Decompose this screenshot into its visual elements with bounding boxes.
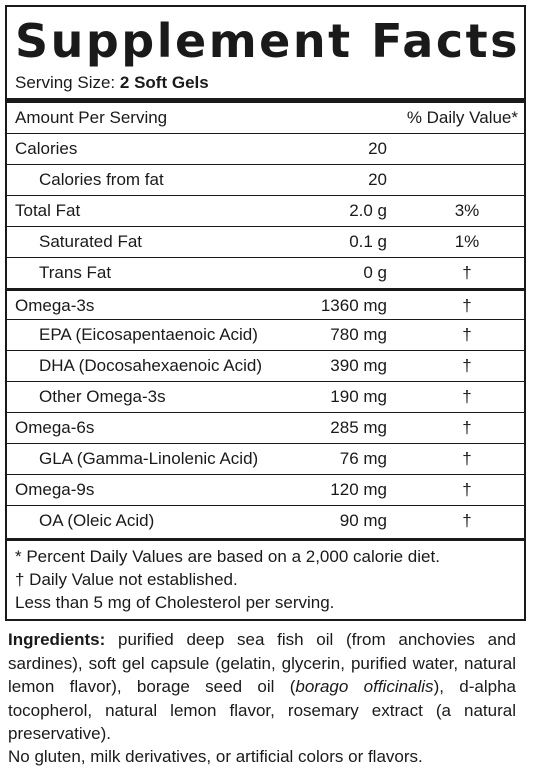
nutrient-name: Calories from fat bbox=[39, 170, 164, 189]
divider bbox=[7, 538, 524, 541]
nutrient-name: GLA (Gamma-Linolenic Acid) bbox=[39, 449, 259, 468]
dv-header: % Daily Value* bbox=[406, 108, 518, 127]
nutrient-amount: 780 mg bbox=[330, 325, 387, 344]
nutrient-row: Saturated Fat 0.1 g 1% bbox=[7, 226, 524, 257]
nutrient-amount: 120 mg bbox=[330, 480, 387, 499]
nutrient-row: Trans Fat 0 g † bbox=[7, 257, 524, 288]
footnote: Less than 5 mg of Cholesterol per servin… bbox=[15, 593, 335, 612]
daily-value: † bbox=[462, 449, 472, 468]
nutrient-row: Total Fat 2.0 g 3% bbox=[7, 195, 524, 226]
footnote: * Percent Daily Values are based on a 2,… bbox=[15, 547, 440, 566]
ingredients-text: purified deep sea fish oil (from anchovi… bbox=[8, 630, 516, 696]
nutrient-amount: 285 mg bbox=[330, 418, 387, 437]
amount-header: Amount Per Serving bbox=[15, 108, 168, 127]
serving-value: 2 Soft Gels bbox=[119, 73, 209, 92]
facts-panel: Supplement Facts Serving Size: 2 Soft Ge… bbox=[5, 5, 526, 621]
daily-value: † bbox=[462, 263, 472, 282]
serving-size: Serving Size: 2 Soft Gels bbox=[15, 72, 209, 94]
nutrient-name: Trans Fat bbox=[39, 263, 112, 282]
nutrient-amount: 20 bbox=[368, 139, 387, 158]
nutrient-name: Other Omega-3s bbox=[39, 387, 166, 406]
nutrient-amount: 90 mg bbox=[339, 511, 387, 530]
serving-label: Serving Size: bbox=[15, 73, 116, 92]
nutrient-row: Omega-3s 1360 mg † bbox=[7, 288, 524, 319]
ingredients-text: ), d-alpha tocopherol, natural lemon fla… bbox=[8, 677, 516, 743]
nutrient-amount: 390 mg bbox=[330, 356, 387, 375]
nutrient-row: Omega-9s 120 mg † bbox=[7, 474, 524, 505]
ingredients-label: Ingredients: bbox=[8, 630, 106, 649]
nutrient-name: Calories bbox=[15, 139, 78, 158]
nutrient-row: OA (Oleic Acid) 90 mg † bbox=[7, 505, 524, 536]
nutrient-row: Calories from fat 20 bbox=[7, 164, 524, 195]
nutrient-amount: 76 mg bbox=[339, 449, 387, 468]
daily-value: † bbox=[462, 387, 472, 406]
table-header: Amount Per Serving % Daily Value* bbox=[7, 103, 524, 133]
daily-value: † bbox=[462, 356, 472, 375]
nutrient-row: GLA (Gamma-Linolenic Acid) 76 mg † bbox=[7, 443, 524, 474]
nutrient-name: EPA (Eicosapentaenoic Acid) bbox=[39, 325, 258, 344]
nutrient-name: Omega-6s bbox=[15, 418, 95, 437]
nutrient-amount: 0 g bbox=[363, 263, 387, 282]
ingredients: Ingredients: purified deep sea fish oil … bbox=[8, 628, 516, 746]
nutrient-row: Other Omega-3s 190 mg † bbox=[7, 381, 524, 412]
nutrient-row: Omega-6s 285 mg † bbox=[7, 412, 524, 443]
nutrient-amount: 2.0 g bbox=[349, 201, 387, 220]
ingredients-italic: borago officinalis bbox=[295, 677, 434, 696]
divider bbox=[7, 98, 524, 103]
title: Supplement Facts bbox=[15, 14, 520, 68]
nutrient-name: Saturated Fat bbox=[39, 232, 143, 251]
nutrient-amount: 1360 mg bbox=[320, 296, 387, 315]
nutrient-name: Omega-9s bbox=[15, 480, 95, 499]
nutrient-amount: 190 mg bbox=[330, 387, 387, 406]
allergen-note: No gluten, milk derivatives, or artifici… bbox=[8, 747, 423, 766]
nutrient-amount: 0.1 g bbox=[349, 232, 387, 251]
footnote: † Daily Value not established. bbox=[15, 570, 238, 589]
daily-value: † bbox=[462, 480, 472, 499]
nutrient-row: Calories 20 bbox=[7, 133, 524, 164]
daily-value: 3% bbox=[454, 201, 480, 220]
footnotes: * Percent Daily Values are based on a 2,… bbox=[15, 545, 440, 614]
daily-value: † bbox=[462, 325, 472, 344]
nutrient-amount: 20 bbox=[368, 170, 387, 189]
nutrient-name: Omega-3s bbox=[15, 296, 95, 315]
daily-value: † bbox=[462, 418, 472, 437]
nutrient-name: DHA (Docosahexaenoic Acid) bbox=[39, 356, 263, 375]
nutrient-name: OA (Oleic Acid) bbox=[39, 511, 155, 530]
daily-value: † bbox=[462, 511, 472, 530]
nutrient-row: DHA (Docosahexaenoic Acid) 390 mg † bbox=[7, 350, 524, 381]
daily-value: 1% bbox=[454, 232, 480, 251]
nutrient-name: Total Fat bbox=[15, 201, 81, 220]
nutrient-row: EPA (Eicosapentaenoic Acid) 780 mg † bbox=[7, 319, 524, 350]
daily-value: † bbox=[462, 296, 472, 315]
nutrient-table: Amount Per Serving % Daily Value* Calori… bbox=[7, 103, 524, 536]
